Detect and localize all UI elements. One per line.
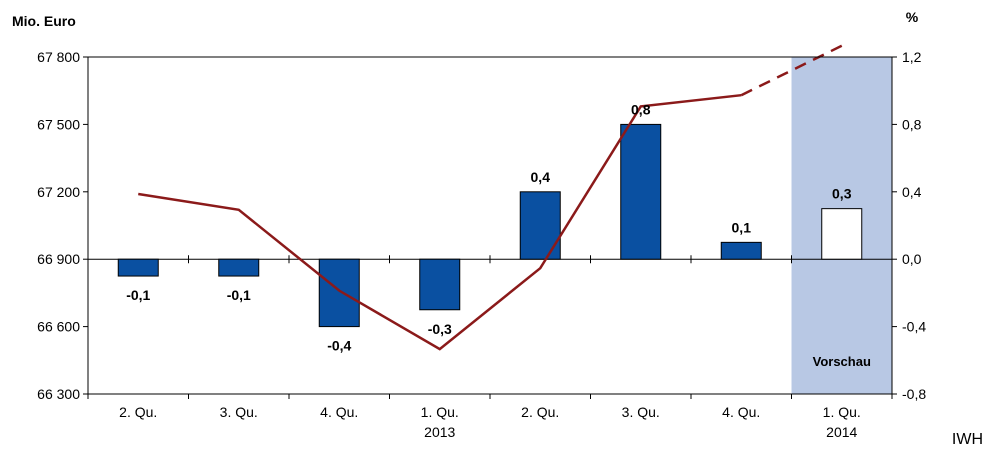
- x-axis-year-label: 2013: [424, 424, 455, 440]
- data-labels: -0,1 -0,1 -0,4 -0,3 0,4 0,8 0,1 0,3: [126, 101, 852, 353]
- bar: [620, 123, 662, 260]
- x-axis-tick-label: 3. Qu.: [220, 404, 258, 420]
- forecast-label: Vorschau: [813, 354, 871, 369]
- line-series: [138, 44, 843, 351]
- data-label: -0,4: [327, 338, 351, 354]
- x-axis-tick-label: 1. Qu.: [421, 404, 459, 420]
- x-axis-tick-label: 4. Qu.: [320, 404, 358, 420]
- x-axis: 2. Qu. 3. Qu. 4. Qu. 1. Qu. 2013 2. Qu. 3. Qu.…: [87, 394, 893, 440]
- right-axis-unit: %: [906, 9, 919, 25]
- x-axis-tick-label: 1. Qu.: [823, 404, 861, 420]
- data-label: 0,8: [631, 101, 651, 117]
- left-axis-tick-label: 66 300: [37, 386, 80, 402]
- right-axis-tick-label: 0,8: [902, 116, 922, 132]
- bar: [821, 208, 863, 260]
- x-axis-tick-label: 3. Qu.: [622, 404, 660, 420]
- data-label: 0,3: [832, 186, 852, 202]
- right-axis-tick-label: 0,4: [902, 184, 922, 200]
- right-axis-tick-label: -0,8: [902, 386, 926, 402]
- right-axis-tick-label: -0,4: [902, 319, 926, 335]
- source-label: IWH: [952, 431, 983, 448]
- data-label: -0,3: [428, 321, 452, 337]
- left-axis-tick-label: 66 900: [37, 251, 80, 267]
- left-axis-tick-label: 67 200: [37, 184, 80, 200]
- right-axis-tick-label: 1,2: [902, 49, 922, 65]
- data-label: -0,1: [126, 287, 150, 303]
- right-axis: -0,8 -0,4 0,0 0,4 0,8 1,2: [892, 49, 926, 402]
- plot-area: [87, 56, 893, 395]
- bar: [720, 241, 762, 260]
- x-axis-tick-label: 2. Qu.: [119, 404, 157, 420]
- bar: [419, 258, 461, 311]
- bar: [318, 258, 360, 328]
- left-axis-tick-label: 67 800: [37, 49, 80, 65]
- left-axis-unit: Mio. Euro: [12, 13, 76, 29]
- x-axis-year-label: 2014: [826, 424, 857, 440]
- right-axis-tick-label: 0,0: [902, 251, 922, 267]
- left-axis-tick-label: 67 500: [37, 116, 80, 132]
- data-label: 0,1: [732, 219, 752, 235]
- bar: [117, 258, 159, 277]
- line-solid: [138, 93, 742, 351]
- bar: [519, 191, 561, 260]
- left-axis: 66 300 66 600 66 900 67 200 67 500 67 800: [37, 49, 88, 402]
- x-axis-tick-label: 4. Qu.: [722, 404, 760, 420]
- bar: [218, 258, 260, 277]
- x-axis-tick-label: 2. Qu.: [521, 404, 559, 420]
- data-label: 0,4: [531, 169, 551, 185]
- left-axis-tick-label: 66 600: [37, 319, 80, 335]
- data-label: -0,1: [227, 287, 251, 303]
